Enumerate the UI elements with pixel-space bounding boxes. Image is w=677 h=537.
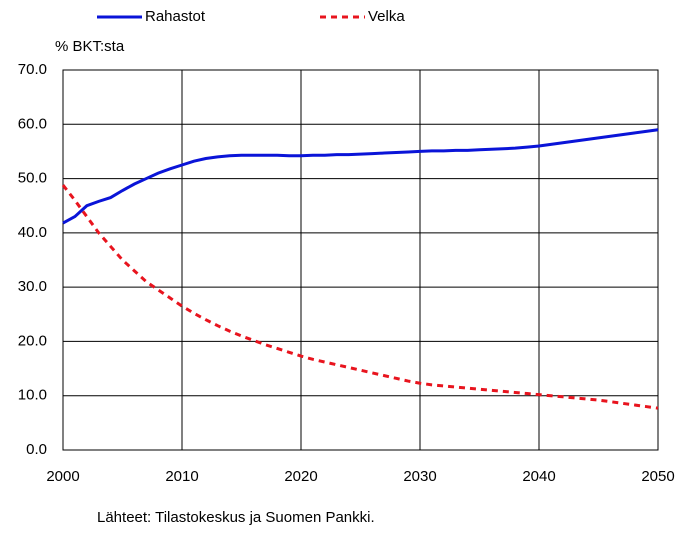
legend-label: Rahastot (145, 8, 206, 25)
x-tick-label: 2040 (522, 468, 555, 485)
y-tick-label: 0.0 (26, 441, 47, 458)
data-line (61, 184, 659, 410)
x-tick-label: 2030 (403, 468, 436, 485)
x-tick-label: 2020 (284, 468, 317, 485)
y-tick-label: 70.0 (18, 61, 47, 78)
x-tick-label: 2010 (165, 468, 198, 485)
y-tick-label: 40.0 (18, 224, 47, 241)
y-tick-label: 20.0 (18, 332, 47, 349)
y-tick-label: 30.0 (18, 278, 47, 295)
y-axis-label: % BKT:sta (55, 38, 125, 55)
y-tick-label: 10.0 (18, 387, 47, 404)
y-tick-label: 60.0 (18, 115, 47, 132)
y-tick-label: 50.0 (18, 170, 47, 187)
x-tick-label: 2000 (46, 468, 79, 485)
data-line (62, 128, 659, 225)
source-note: Lähteet: Tilastokeskus ja Suomen Pankki. (97, 509, 375, 526)
x-tick-label: 2050 (641, 468, 674, 485)
plot-frame (62, 69, 659, 451)
legend-label: Velka (368, 8, 405, 25)
